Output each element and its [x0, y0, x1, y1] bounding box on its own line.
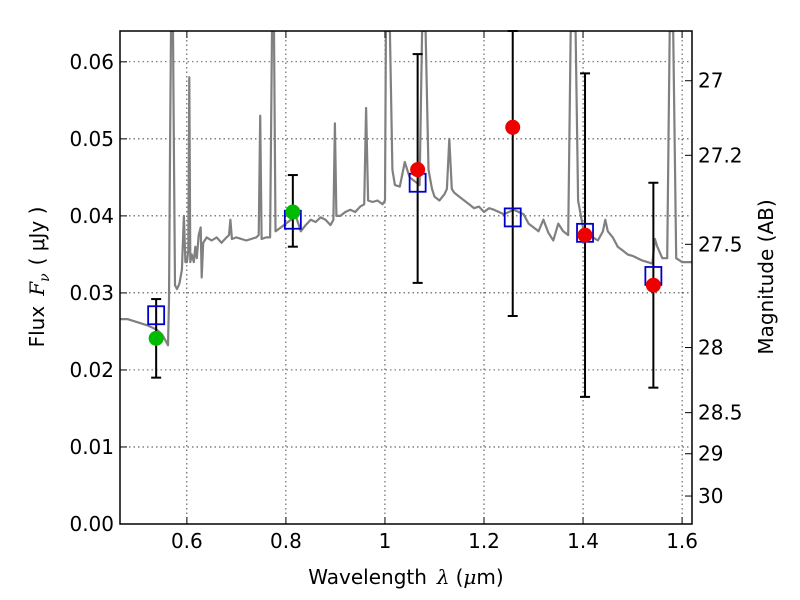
y-axis-label-symbol: F	[25, 281, 49, 297]
y-tick-label: 0.06	[69, 50, 114, 74]
y2-tick-label: 28.5	[698, 401, 743, 425]
y-axis-label-subscript: ν	[37, 273, 53, 282]
x-tick-label: 1.4	[567, 529, 599, 553]
y-tick-label: 0.02	[69, 358, 114, 382]
markers	[147, 119, 663, 346]
x-tick-label: 0.8	[270, 529, 302, 553]
y-tick-label: 0.00	[69, 512, 114, 536]
x-axis-label-unit-open: (	[456, 565, 464, 589]
red-point	[410, 162, 426, 178]
y2-tick-label: 30	[698, 484, 723, 508]
x-axis-label-unit-mu: μ	[463, 565, 476, 589]
ticks: 0.6 0.8 1 1.2 1.4 1.6 0.00 0.01 0.02 0.03 0.04 0.05…	[69, 31, 743, 553]
plot-frame	[119, 30, 693, 525]
plot-data	[120, 31, 692, 347]
y-axis-label-prefix: Flux	[25, 306, 49, 348]
y-tick-label: 0.03	[69, 281, 114, 305]
x-tick-label: 1.6	[666, 529, 698, 553]
y2-axis-label: Magnitude (AB)	[754, 199, 778, 354]
x-axis-label-unit-rest: m)	[476, 565, 503, 589]
y2-tick-label: 29	[698, 442, 723, 466]
x-tick-label: 0.6	[171, 529, 203, 553]
green-point	[148, 330, 164, 346]
model-square	[503, 207, 522, 228]
red-point	[645, 277, 661, 293]
x-axis-label-symbol: λ	[436, 565, 450, 589]
spectrum-line	[120, 31, 692, 347]
y-axis-label: Flux Fν ( μJy )	[25, 207, 53, 348]
x-tick-label: 1.2	[468, 529, 500, 553]
y-tick-label: 0.05	[69, 127, 114, 151]
y-axis-label-unit: ( μJy )	[25, 207, 49, 266]
x-tick-label: 1	[379, 529, 392, 553]
red-point	[577, 227, 593, 243]
x-axis-label: Wavelength λ (μm)	[308, 565, 503, 589]
red-point	[505, 119, 521, 135]
y2-tick-label: 28	[698, 336, 723, 360]
green-point	[285, 204, 301, 220]
y-tick-label: 0.01	[69, 435, 114, 459]
y2-tick-label: 27.5	[698, 232, 743, 256]
y2-tick-label: 27	[698, 69, 723, 93]
x-axis-label-prefix: Wavelength	[308, 565, 427, 589]
y2-tick-label: 27.2	[698, 143, 743, 167]
y-tick-label: 0.04	[69, 204, 114, 228]
model-square	[147, 305, 166, 326]
